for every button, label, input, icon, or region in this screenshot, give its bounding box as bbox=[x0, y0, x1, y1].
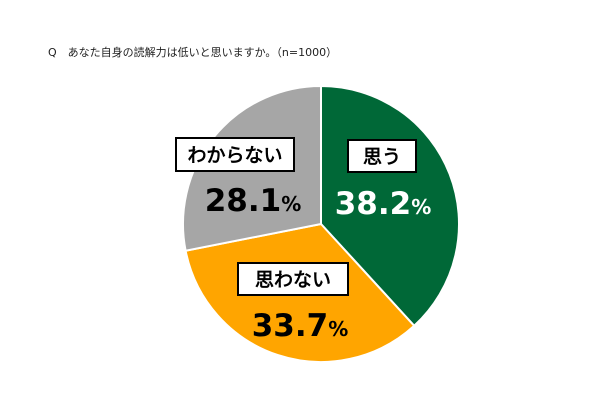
slice-label-box bbox=[175, 137, 295, 172]
slice-value: 28.1% bbox=[205, 183, 302, 219]
slice-label-box bbox=[347, 139, 417, 173]
slice-label: 思う bbox=[363, 146, 401, 168]
chart-title: Q あなた自身の読解力は低いと思いますか。（n=1000） bbox=[48, 46, 338, 59]
slice-label: わからない bbox=[187, 144, 282, 166]
slice-label: 思わない bbox=[255, 269, 331, 291]
slice-value: 38.2% bbox=[335, 186, 432, 222]
slice-label-box bbox=[237, 262, 349, 296]
slice-value: 33.7% bbox=[252, 308, 349, 344]
